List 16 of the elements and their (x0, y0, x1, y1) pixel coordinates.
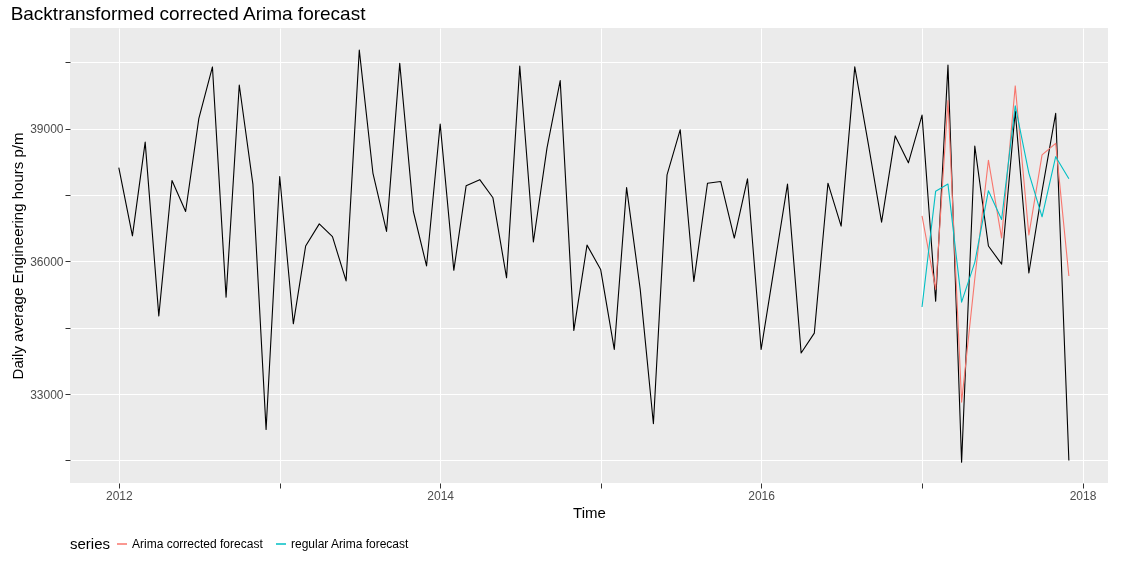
line-series (118, 49, 1070, 463)
y-axis-title: Daily average Engineering hours p/m (9, 132, 27, 380)
line-series (921, 85, 1070, 403)
x-axis-title: Time (573, 503, 606, 521)
x-tick-label: 2014 (427, 488, 455, 503)
line-series (921, 105, 1070, 308)
y-tick-label: 33000 (30, 387, 64, 402)
y-tick-label: 36000 (30, 254, 64, 269)
legend-title: series (70, 535, 111, 552)
legend-label: regular Arima forecast (291, 537, 410, 551)
y-tick-label: 39000 (30, 122, 64, 137)
x-tick-label: 2018 (1069, 488, 1097, 503)
x-tick-label: 2012 (105, 488, 133, 503)
x-tick-label: 2016 (748, 488, 776, 503)
legend-label: Arima corrected forecast (132, 537, 264, 551)
chart-title: Backtransformed corrected Arima forecast (10, 3, 367, 24)
